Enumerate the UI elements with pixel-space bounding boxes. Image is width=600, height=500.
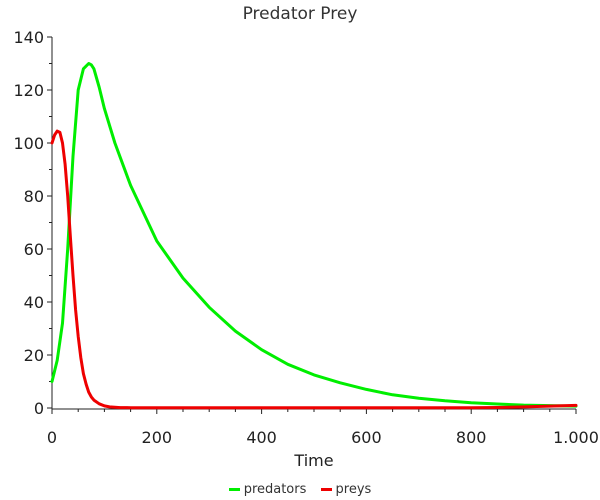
legend-swatch-predators [228, 488, 240, 491]
x-tick-label: 200 [142, 428, 173, 447]
x-axis-title: Time [293, 451, 333, 470]
plot-series [50, 62, 578, 410]
y-tick-label: 20 [24, 346, 44, 365]
chart-title: Predator Prey [242, 4, 358, 24]
y-tick-label: 120 [13, 81, 44, 100]
y-tick-label: 100 [13, 134, 44, 153]
legend: predators preys [0, 480, 600, 497]
x-tick-label: 600 [351, 428, 382, 447]
y-tick-label: 0 [34, 399, 44, 418]
y-tick-label: 80 [24, 187, 44, 206]
legend-label-predators: predators [243, 482, 307, 497]
y-tick-label: 40 [24, 293, 44, 312]
series-line-preys [50, 129, 578, 410]
axes: 0 20 40 60 80 100 120 140 0 200 400 600 800 1.000 [13, 28, 598, 447]
legend-item-preys[interactable]: preys [320, 482, 372, 497]
legend-swatch-preys [320, 488, 332, 491]
series-line-predators [50, 62, 578, 408]
y-tick-label: 60 [24, 240, 44, 259]
legend-label-preys: preys [335, 482, 372, 497]
y-tick-label: 140 [13, 28, 44, 47]
x-tick-label: 400 [246, 428, 277, 447]
x-tick-label: 800 [456, 428, 487, 447]
x-tick-label: 0 [47, 428, 57, 447]
x-tick-label: 1.000 [553, 428, 599, 447]
legend-item-predators[interactable]: predators [228, 482, 307, 497]
